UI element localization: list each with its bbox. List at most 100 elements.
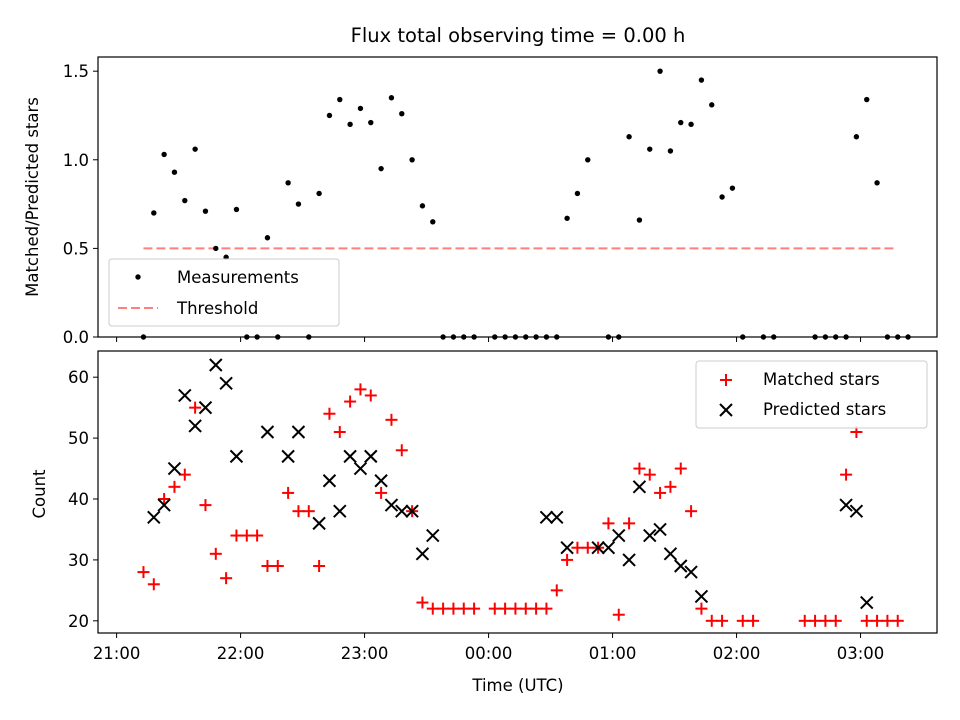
predicted-point [384, 498, 399, 512]
matched-point [209, 547, 222, 560]
matched-point [385, 413, 398, 426]
measurement-point [161, 151, 167, 158]
predicted-point [178, 388, 192, 403]
predicted-point [395, 504, 409, 518]
bottom-marks [137, 358, 904, 627]
measurement-point [853, 134, 860, 140]
measurement-point [285, 180, 291, 186]
predicted-point [643, 528, 657, 543]
measurement-point [233, 206, 240, 213]
predicted-point [839, 498, 853, 512]
measurement-point [419, 203, 426, 209]
legend-matched-marker [720, 374, 732, 386]
measurement-point [388, 95, 395, 101]
matched-point [798, 614, 811, 627]
top-y-axis-label: Matched/Predicted stars [23, 97, 42, 297]
predicted-point [560, 541, 574, 555]
y-tick-label: 0.0 [63, 328, 89, 347]
matched-point [633, 462, 646, 475]
measurement-point [864, 96, 870, 103]
predicted-point [364, 449, 378, 464]
measurement-point [574, 190, 581, 197]
matched-point [230, 529, 243, 542]
matched-point [261, 560, 274, 573]
x-tick-label: 23:00 [341, 644, 389, 663]
matched-point [695, 602, 708, 615]
predicted-point [426, 528, 440, 543]
predicted-point [674, 559, 688, 573]
matched-point [147, 578, 160, 591]
matched-point [509, 602, 522, 615]
matched-point [457, 602, 470, 615]
measurement-point [636, 217, 643, 223]
measurement-point [192, 146, 198, 152]
matched-point [891, 614, 904, 627]
matched-point [685, 505, 698, 518]
measurement-point [368, 119, 374, 126]
predicted-point [333, 504, 347, 518]
predicted-point [291, 425, 306, 439]
bottom-legend-box [695, 360, 928, 429]
matched-point [302, 505, 315, 518]
matched-point [292, 505, 305, 518]
predicted-point [622, 553, 636, 567]
predicted-point [632, 480, 647, 494]
matched-point [829, 614, 842, 627]
matched-point [840, 468, 853, 481]
measurement-point [295, 201, 302, 207]
predicted-point [860, 595, 874, 610]
measurement-point [399, 111, 405, 117]
y-tick-label: 0.5 [63, 239, 89, 258]
measurement-point [264, 235, 271, 241]
matched-point [313, 560, 326, 573]
predicted-point [322, 474, 337, 488]
matched-point [468, 602, 481, 615]
measurement-point [647, 146, 653, 152]
measurement-point [719, 194, 725, 200]
matched-point [581, 541, 594, 554]
predicted-point [198, 400, 213, 415]
measurement-point [430, 219, 436, 225]
matched-point [158, 493, 171, 506]
legend-measurements-marker [135, 274, 141, 280]
predicted-point [684, 565, 698, 579]
measurement-point [667, 148, 674, 154]
count-panel: Count Time (UTC) 20 30 40 50 60 21:00 22:00 23:… [30, 350, 938, 695]
top-axes: 0.0 0.5 1.0 1.5 [63, 56, 938, 347]
predicted-point [694, 589, 709, 604]
measurement-point [171, 169, 178, 175]
measurement-point [626, 134, 632, 140]
predicted-point [663, 547, 678, 561]
predicted-point [281, 449, 295, 464]
legend-predicted-label: Predicted stars [763, 400, 886, 419]
matched-point [447, 602, 460, 615]
matched-point [178, 468, 191, 481]
matched-point [137, 566, 150, 579]
y-tick-label: 40 [68, 490, 89, 509]
bottom-axes: 20 30 40 50 60 21:00 22:00 23:00 00:00 01:00 02:00… [68, 350, 938, 663]
matched-point [199, 499, 212, 512]
matched-point [860, 614, 873, 627]
matched-point [561, 553, 574, 566]
predicted-point [312, 516, 326, 531]
measurement-point [347, 121, 353, 128]
matched-point [819, 614, 832, 627]
top-legend: Measurements Threshold [108, 258, 340, 327]
x-tick-label: 00:00 [465, 644, 513, 663]
top-legend-box [108, 258, 340, 327]
matched-point [623, 517, 636, 530]
predicted-point [219, 376, 233, 390]
matched-point [643, 468, 656, 481]
matched-point [395, 444, 408, 457]
y-tick-label: 30 [68, 551, 89, 570]
measurement-point [657, 68, 663, 74]
predicted-point [601, 541, 616, 555]
bottom-y-axis-label: Count [30, 469, 49, 519]
measurement-point [564, 215, 570, 221]
predicted-point [405, 504, 419, 518]
measurement-point [337, 96, 343, 103]
predicted-point [167, 461, 182, 476]
matched-point [271, 560, 284, 573]
matched-point [220, 572, 233, 585]
